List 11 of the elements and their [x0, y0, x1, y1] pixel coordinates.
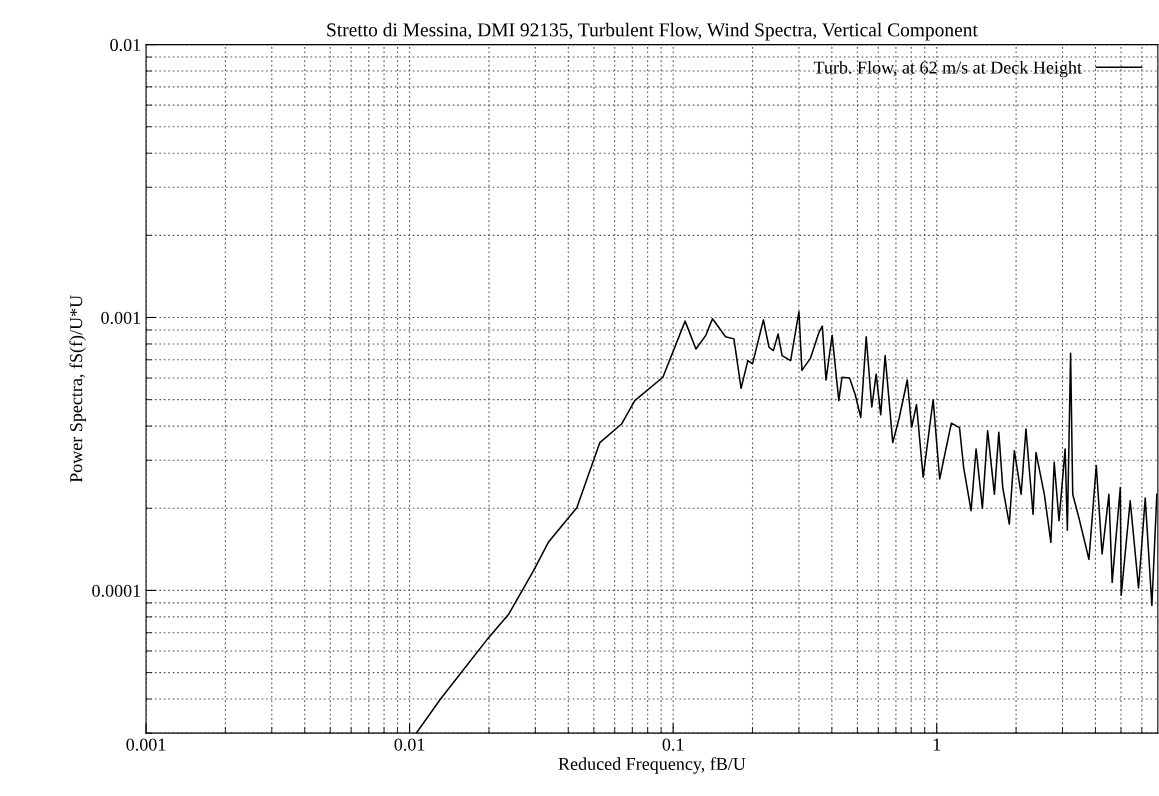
x-tick-label: 1: [933, 738, 941, 751]
chart-title: Stretto di Messina, DMI 92135, Turbulent Flow, Wind Spectra, Vertical Component: [327, 22, 978, 41]
y-tick-label: 0.001: [101, 311, 141, 325]
x-tick-label: 0.1: [662, 738, 684, 751]
y-axis-title: Power Spectra, fS(f)/U*U: [69, 295, 86, 483]
y-tick-label: 0.01: [110, 38, 141, 52]
x-tick-label: 0.001: [126, 738, 166, 751]
y-tick-label: 0.0001: [92, 584, 141, 597]
legend-label: Turb. Flow, at 62 m/s at Deck Height: [813, 60, 1082, 78]
x-axis-title: Reduced Frequency, fB/U: [558, 757, 746, 774]
x-tick-label: 0.01: [394, 738, 425, 751]
